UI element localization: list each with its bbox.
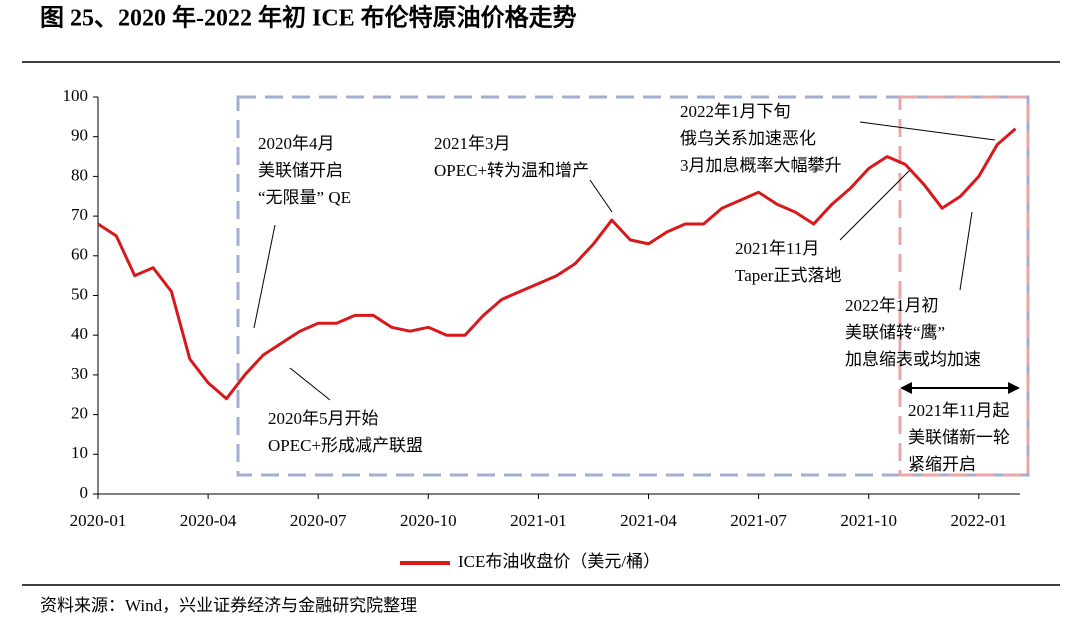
source: 资料来源：Wind，兴业证券经济与金融研究院整理: [40, 596, 417, 615]
annotation: 2022年1月下旬: [680, 102, 791, 121]
y-tick-label: 20: [71, 404, 88, 423]
annotation-arrows: [253, 121, 996, 401]
x-tick-label: 2021-01: [510, 511, 567, 530]
annotation: 2021年11月: [735, 239, 819, 258]
y-tick-label: 80: [71, 165, 88, 184]
x-tick-label: 2020-01: [70, 511, 127, 530]
y-tick-label: 90: [71, 126, 88, 145]
y-tick-label: 10: [71, 443, 88, 462]
annotation: 美联储转“鹰”: [845, 323, 945, 342]
x-tick-label: 2021-07: [730, 511, 787, 530]
chart-title: 图 25、2020 年-2022 年初 ICE 布伦特原油价格走势: [40, 4, 577, 32]
annotation: 美联储新一轮: [908, 428, 1010, 447]
annotation: 紧缩开启: [908, 455, 976, 474]
annotation: 2022年1月初: [845, 296, 939, 315]
y-tick-label: 50: [71, 284, 88, 303]
y-tick-label: 100: [63, 86, 89, 105]
annotation: 加息缩表或均加速: [845, 350, 981, 369]
highlight-box: [898, 95, 1030, 477]
x-tick-label: 2020-07: [290, 511, 347, 530]
annotation: 2021年3月: [434, 134, 511, 153]
annotation: OPEC+形成减产联盟: [268, 436, 423, 455]
range-arrow: [900, 382, 1020, 394]
x-tick-label: 2020-04: [180, 511, 237, 530]
x-tick-label: 2022-01: [950, 511, 1007, 530]
legend-label: ICE布油收盘价（美元/桶）: [458, 552, 660, 571]
y-tick-label: 70: [71, 205, 88, 224]
y-tick-label: 0: [80, 483, 89, 502]
annotation: 俄乌关系加速恶化: [680, 129, 816, 148]
y-tick-label: 60: [71, 245, 88, 264]
annotation: OPEC+转为温和增产: [434, 161, 589, 180]
annotation: Taper正式落地: [735, 266, 841, 285]
annotation: 2020年4月: [258, 134, 335, 153]
highlight-box: [236, 95, 1030, 477]
annotation: 美联储开启: [258, 161, 343, 180]
line-series: [97, 127, 1017, 401]
x-tick-label: 2021-10: [840, 511, 897, 530]
annotation: 2021年11月起: [908, 401, 1009, 420]
x-tick-label: 2020-10: [400, 511, 457, 530]
x-tick-label: 2021-04: [620, 511, 677, 530]
y-tick-label: 40: [71, 324, 88, 343]
annotation: “无限量” QE: [258, 188, 351, 207]
annotation: 2020年5月开始: [268, 409, 379, 428]
annotation: 3月加息概率大幅攀升: [680, 156, 842, 175]
y-tick-label: 30: [71, 364, 88, 383]
